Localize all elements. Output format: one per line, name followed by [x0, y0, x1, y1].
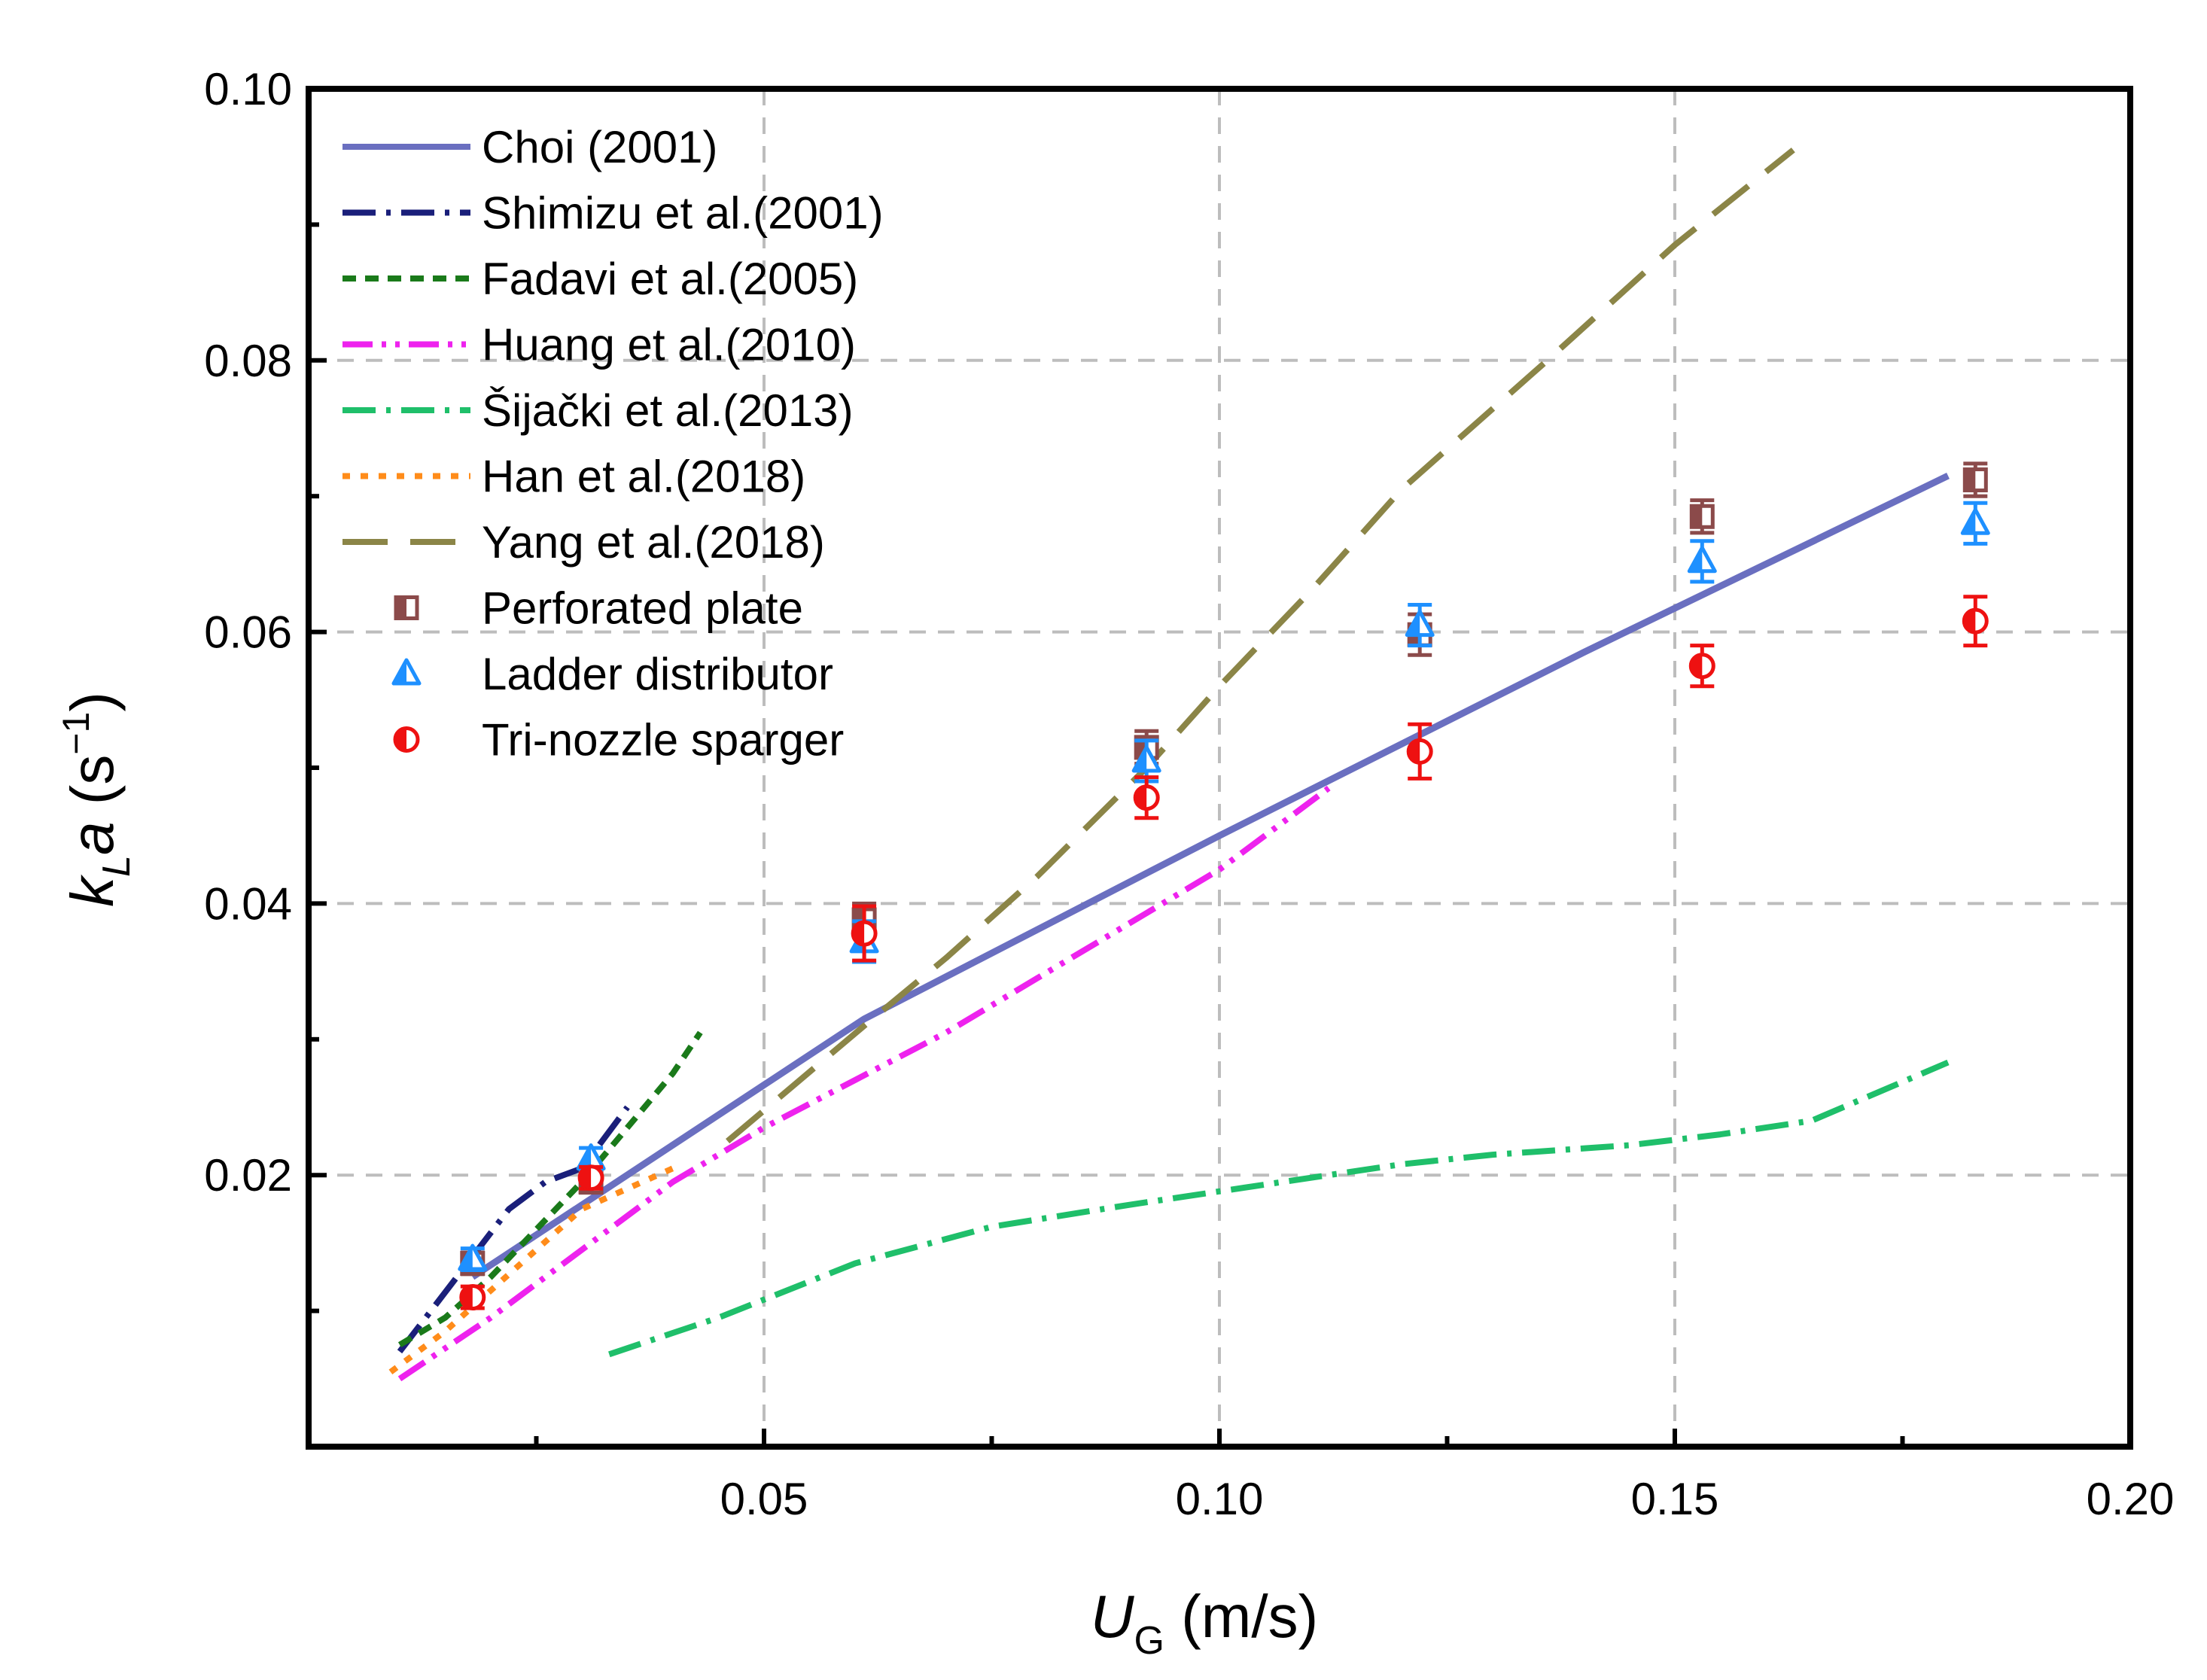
data-point: [394, 595, 419, 620]
y-tick-label: 0.06: [204, 607, 292, 658]
marker-fill: [461, 1286, 473, 1309]
marker-fill: [395, 728, 406, 751]
y-tick-label: 0.02: [204, 1150, 292, 1201]
y-tick-label: 0.08: [204, 336, 292, 386]
data-point: [851, 920, 878, 947]
y-tick-label: 0.04: [204, 878, 292, 929]
series-line: [726, 148, 1795, 1144]
legend-entry-label: Perforated plate: [482, 583, 803, 634]
marker-fill: [1691, 506, 1703, 528]
series-line: [397, 785, 1331, 1382]
marker-fill: [1135, 786, 1147, 809]
marker-fill: [1408, 740, 1420, 763]
legend-entry-label: Yang et al.(2018): [482, 517, 825, 568]
grid-lines: [309, 89, 2130, 1447]
x-axis-title: UG (m/s): [1091, 1583, 1319, 1663]
data-point: [1688, 653, 1715, 680]
legend-entry-label: Choi (2001): [482, 122, 718, 172]
marker-fill: [396, 597, 406, 619]
series-line: [397, 1105, 630, 1354]
legend-entry-label: Huang et al.(2010): [482, 320, 856, 370]
data-point: [577, 1164, 604, 1192]
series-line: [397, 1030, 703, 1348]
legend-entry-label: Tri-nozzle sparger: [482, 715, 844, 765]
data-point: [1689, 504, 1715, 529]
series-line: [608, 1059, 1950, 1358]
legend-entry-label: Han et al.(2018): [482, 452, 805, 502]
legend-entry-label: Shimizu et al.(2001): [482, 188, 884, 239]
data-point: [393, 726, 420, 753]
x-tick-label: 0.10: [1176, 1474, 1264, 1524]
plot-series: [388, 148, 1990, 1382]
data-point: [1133, 784, 1160, 811]
legend-entry-label: Šijački et al.(2013): [482, 385, 854, 436]
marker-fill: [578, 1145, 592, 1169]
series-line: [388, 1165, 674, 1375]
marker-fill: [580, 1166, 592, 1189]
marker-fill: [1134, 747, 1147, 771]
marker-fill: [1689, 547, 1703, 571]
legend-entry-label: Fadavi et al.(2005): [482, 254, 858, 304]
y-tick-label: 0.10: [204, 64, 292, 114]
data-point: [1405, 610, 1435, 638]
data-point: [458, 1243, 488, 1271]
y-axis-title: kLa (s−1): [55, 692, 139, 907]
x-tick-label: 0.15: [1631, 1474, 1719, 1524]
data-point: [1962, 607, 1989, 635]
data-point: [1687, 546, 1717, 574]
x-tick-label: 0.05: [720, 1474, 808, 1524]
marker-fill: [1962, 510, 1976, 534]
marker-fill: [1964, 610, 1976, 633]
marker-fill: [394, 660, 406, 683]
data-point: [391, 658, 422, 686]
marker-fill: [1407, 611, 1420, 635]
marker-fill: [459, 1246, 473, 1270]
legend: Choi (2001) Shimizu et al.(2001) Fadavi et…: [342, 122, 884, 765]
data-point: [1406, 738, 1433, 765]
axes: 0.05 0.10 0.15 0.20 0.02 0.04 0.06 0.08 0.10: [204, 64, 2174, 1524]
marker-fill: [853, 922, 865, 945]
data-point: [1960, 507, 1990, 535]
series-line: [470, 473, 1950, 1280]
data-point: [459, 1284, 486, 1311]
marker-fill: [1965, 469, 1976, 491]
legend-entry-label: Ladder distributor: [482, 649, 833, 699]
marker-fill: [1691, 654, 1703, 677]
data-point: [1131, 745, 1161, 773]
data-point: [1962, 467, 1988, 493]
x-tick-label: 0.20: [2087, 1474, 2175, 1524]
